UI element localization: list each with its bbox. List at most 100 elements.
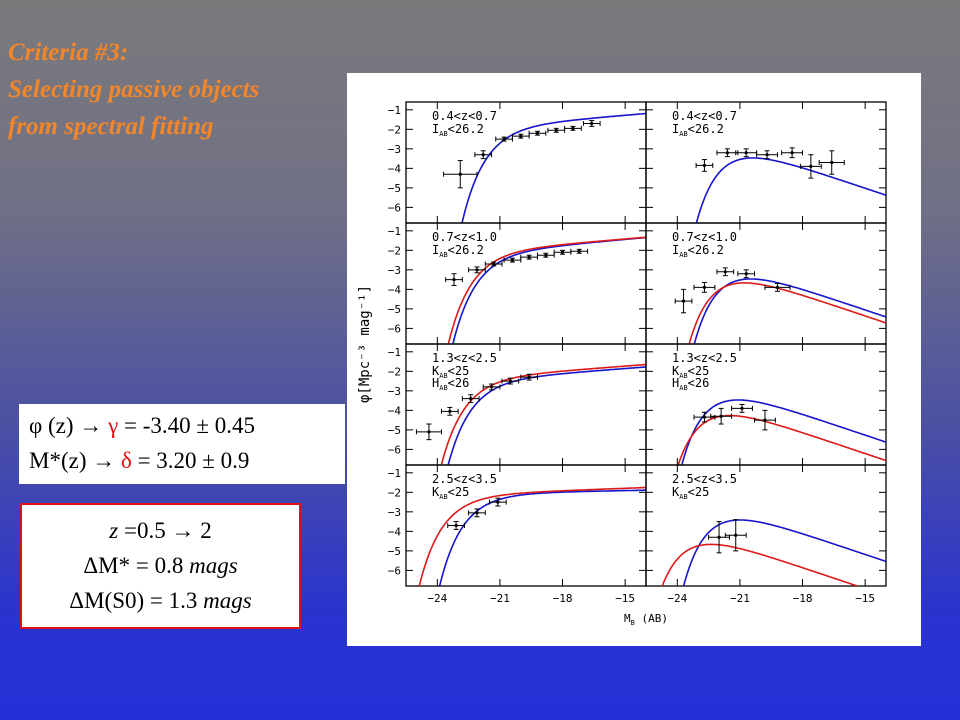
data-point: [484, 261, 503, 267]
data-point: [693, 282, 716, 293]
red-schechter-curve: [447, 236, 646, 344]
panel-redshift-label: 2.5<z<3.5: [672, 472, 737, 486]
y-tick-label: −5: [388, 303, 401, 316]
panel-magnitude-limit: KAB<25: [672, 485, 709, 501]
panel-magnitude-limit: IAB<26.2: [432, 243, 484, 259]
y-tick-label: −3: [388, 385, 401, 398]
y-tick-label: −3: [388, 506, 401, 519]
panel-redshift-label: 2.5<z<3.5: [432, 472, 497, 486]
data-point: [520, 373, 538, 381]
z-symbol: z: [109, 518, 119, 543]
data-point: [528, 130, 547, 136]
blue-schechter-curve: [447, 366, 646, 465]
data-point: [693, 411, 716, 423]
redshift-line: z =0.5 → 2: [22, 513, 299, 548]
blue-schechter-curve: [680, 399, 886, 465]
x-tick-label: −15: [615, 592, 635, 605]
data-point: [445, 273, 463, 286]
data-point: [440, 406, 459, 416]
delta-mstar-unit: mags: [189, 553, 238, 578]
y-tick-label: −2: [388, 486, 401, 499]
data-point: [547, 127, 566, 133]
eq2-lhs: M*(z): [29, 448, 87, 473]
data-point: [468, 266, 486, 274]
data-point: [708, 521, 730, 554]
data-point: [764, 283, 791, 292]
panel-redshift-label: 0.4<z<0.7: [432, 109, 497, 123]
eq1-rhs: = -3.40 ± 0.45: [123, 413, 255, 438]
delta-ms0-line: ΔM(S0) = 1.3 mags: [22, 583, 299, 618]
equation-line-1: φ (z) → γ = -3.40 ± 0.45: [29, 408, 335, 443]
panel-magnitude-limit: IAB<26.2: [672, 122, 724, 138]
data-point: [503, 257, 522, 263]
x-tick-label: −15: [855, 592, 875, 605]
gamma-symbol: γ: [108, 413, 119, 438]
x-tick-label: −21: [490, 592, 510, 605]
eq1-arrow: →: [79, 413, 103, 438]
data-point: [716, 148, 739, 158]
redshift-arrow: →: [171, 518, 195, 543]
slide-title: Criteria #3: Selecting passive objects f…: [8, 34, 348, 145]
y-tick-label: −4: [388, 404, 402, 417]
data-point: [564, 125, 582, 131]
delta-ms0-unit: mags: [203, 588, 252, 613]
panel-magnitude-limit: KAB<25: [672, 364, 709, 380]
y-tick-label: −4: [388, 162, 402, 175]
data-point: [799, 154, 822, 179]
y-tick-label: −1: [388, 346, 401, 359]
luminosity-function-figure: −1 −2 −3 −4 −5 −6 0.4<z<0.7 IAB<26.2 0.4<z<0.7 IA…: [347, 73, 921, 646]
red-schechter-curve: [440, 363, 646, 465]
panel-magnitude-limit-2: HAB<26: [432, 376, 469, 392]
y-tick-label: −6: [388, 564, 401, 577]
data-point: [818, 150, 845, 175]
data-point: [756, 150, 778, 160]
x-tick-label: −18: [553, 592, 573, 605]
x-tick-label: −24: [427, 592, 447, 605]
equation-box: φ (z) → γ = -3.40 ± 0.45 M*(z) → δ = 3.2…: [19, 404, 345, 484]
panel-magnitude-limit: KAB<25: [432, 485, 469, 501]
y-tick-label: −1: [388, 467, 401, 480]
luminosity-function-chart: −1−2−3−4−5−60.4<z<0.7IAB<26.20.4<z<0.7IA…: [357, 101, 887, 627]
y-tick-label: −2: [388, 365, 401, 378]
y-tick-label: −6: [388, 322, 401, 335]
data-point: [724, 519, 747, 552]
panel-redshift-label: 0.7<z<1.0: [432, 230, 497, 244]
y-axis-label: φ[Mpc⁻³ mag⁻¹]: [357, 285, 373, 403]
data-point: [710, 407, 733, 425]
equation-line-2: M*(z) → δ = 3.20 ± 0.9: [29, 443, 335, 478]
y-tick-label: −5: [388, 182, 401, 195]
y-tick-label: −6: [388, 201, 401, 214]
panel-redshift-label: 1.3<z<2.5: [432, 351, 497, 365]
data-point: [716, 267, 735, 277]
eq2-arrow: →: [92, 448, 116, 473]
panel-magnitude-limit-2: HAB<26: [672, 376, 709, 392]
data-point: [735, 148, 758, 158]
data-point: [447, 521, 465, 530]
data-point: [488, 497, 507, 507]
red-schechter-curve: [677, 414, 886, 465]
redshift-text: =0.5: [118, 518, 172, 543]
title-line-3: from spectral fitting: [8, 113, 214, 140]
data-point: [570, 248, 589, 254]
data-point: [415, 423, 442, 441]
magnitude-change-box: z =0.5 → 2 ΔM* = 0.8 mags ΔM(S0) = 1.3 m…: [20, 503, 301, 629]
eq1-lhs: φ (z): [29, 413, 74, 438]
y-tick-label: −3: [388, 143, 401, 156]
data-point: [731, 404, 753, 413]
panel-frame: [645, 464, 887, 587]
data-point: [781, 147, 804, 159]
data-point: [536, 252, 555, 258]
panel-redshift-label: 1.3<z<2.5: [672, 351, 737, 365]
data-point: [754, 409, 776, 431]
delta-symbol: δ: [120, 448, 132, 473]
panel-magnitude-limit: IAB<26.2: [672, 243, 724, 259]
blue-schechter-curve: [695, 157, 886, 223]
red-schechter-curve: [661, 543, 860, 586]
panel-redshift-label: 0.4<z<0.7: [672, 109, 737, 123]
delta-mstar-value: ΔM* = 0.8: [83, 553, 190, 578]
y-tick-label: −5: [388, 545, 401, 558]
y-tick-label: −1: [388, 225, 401, 238]
data-point: [553, 249, 572, 255]
data-point: [695, 159, 714, 172]
data-point: [501, 377, 520, 385]
